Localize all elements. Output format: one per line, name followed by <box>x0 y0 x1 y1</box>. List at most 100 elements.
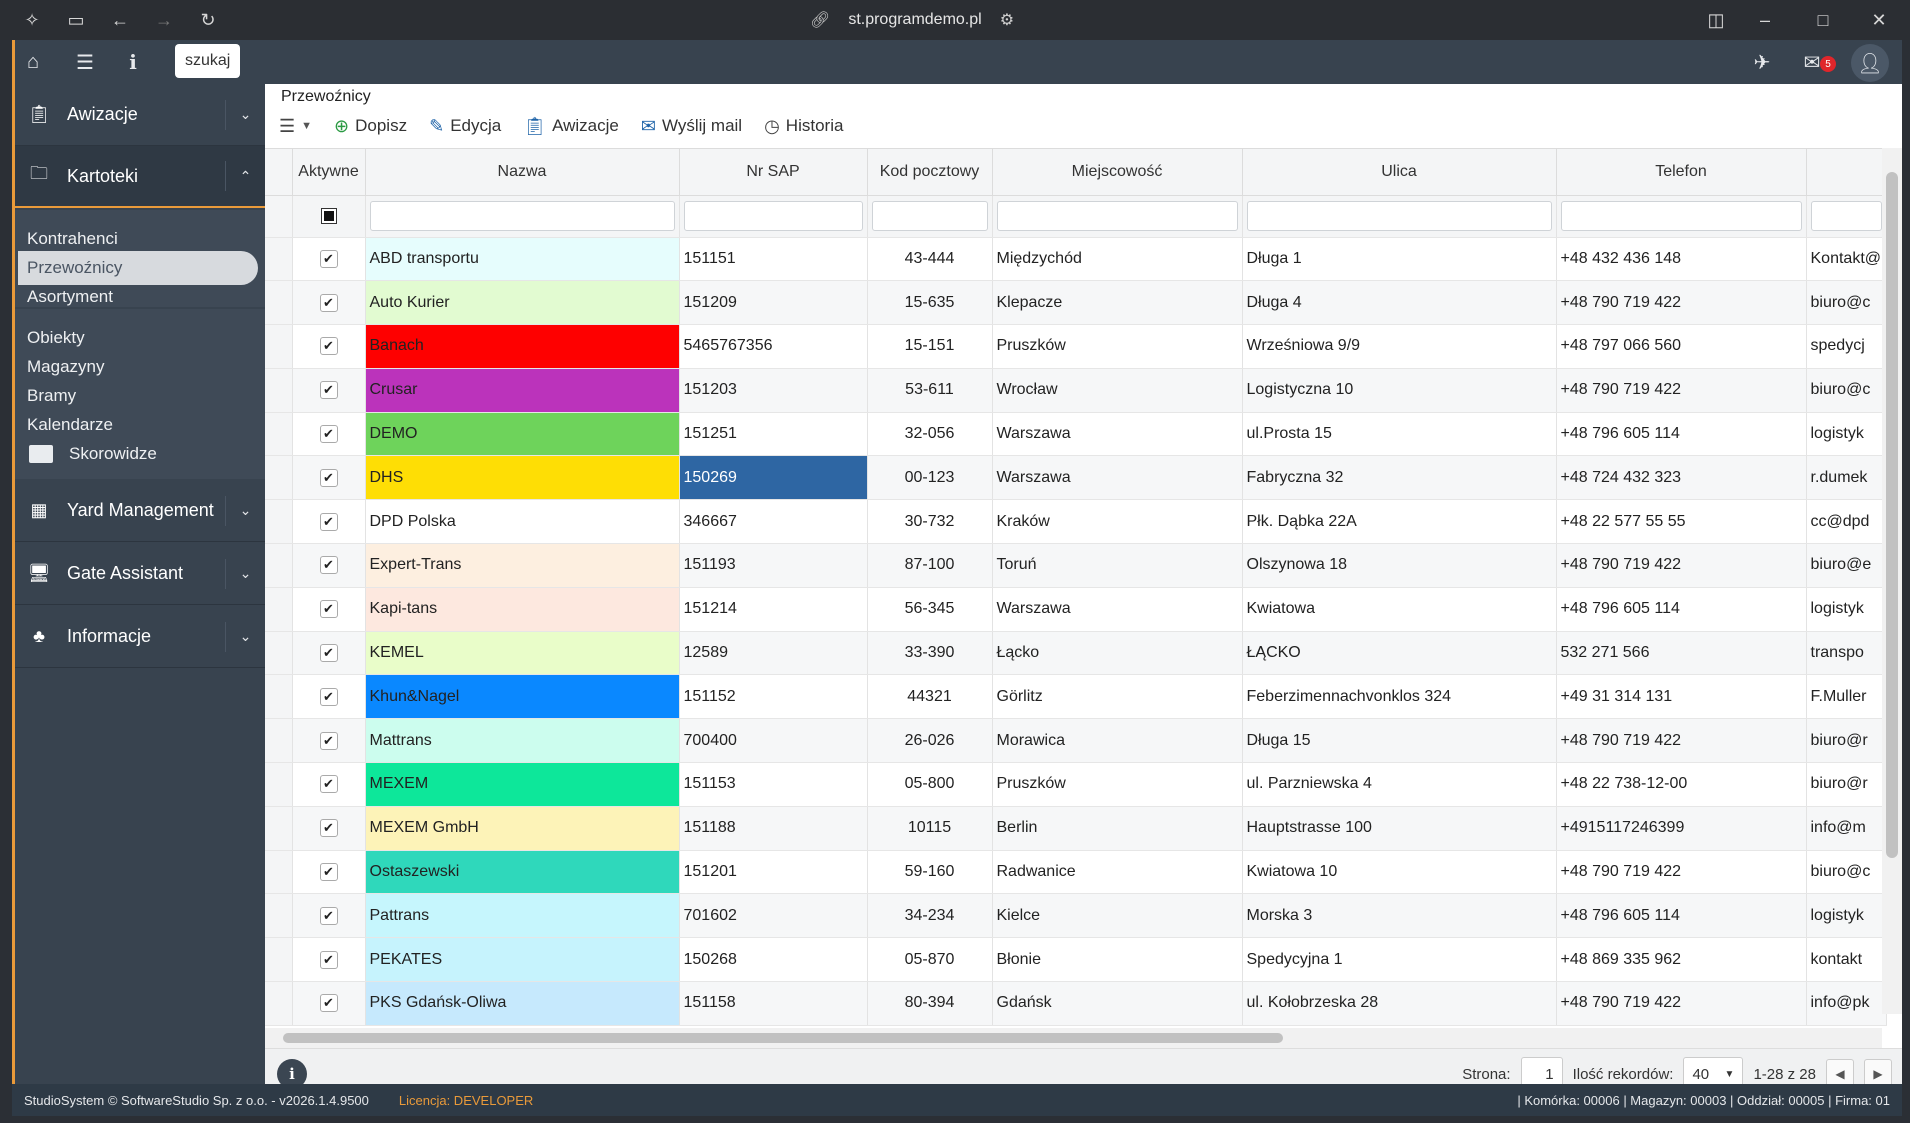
phone-cell[interactable]: +48 797 066 560 <box>1556 324 1807 369</box>
email-cell[interactable]: biuro@c <box>1806 368 1887 413</box>
user-avatar[interactable]: 👤︎ <box>1851 44 1889 82</box>
active-cell[interactable]: ✔ <box>292 631 366 676</box>
street-cell[interactable]: Olszynowa 18 <box>1242 543 1557 588</box>
name-cell[interactable]: MEXEM <box>365 762 680 807</box>
email-cell[interactable]: logistyk <box>1806 412 1887 457</box>
phone-cell[interactable]: +48 796 605 114 <box>1556 893 1807 939</box>
filter-zip-input[interactable] <box>871 201 988 231</box>
zip-cell[interactable]: 53-611 <box>867 368 993 413</box>
email-cell[interactable]: F.Muller <box>1806 674 1887 720</box>
row-marker[interactable] <box>265 412 293 457</box>
active-cell[interactable]: ✔ <box>292 368 366 413</box>
sap-cell[interactable]: 701602 <box>679 893 868 939</box>
sidebar-item-skorowidze[interactable]: Skorowidze <box>29 437 157 471</box>
sap-cell[interactable]: 151209 <box>679 280 868 326</box>
vertical-scroll-thumb[interactable] <box>1886 172 1898 858</box>
street-cell[interactable]: Kwiatowa 10 <box>1242 850 1557 895</box>
city-cell[interactable]: Błonie <box>992 937 1243 983</box>
email-cell[interactable]: Kontakt@ <box>1806 237 1887 282</box>
reload-icon[interactable]: ↻ <box>200 9 216 30</box>
horizontal-scroll-thumb[interactable] <box>283 1033 1283 1043</box>
filter-email-input[interactable] <box>1810 201 1882 231</box>
street-cell[interactable]: Kwiatowa <box>1242 587 1557 632</box>
active-cell[interactable]: ✔ <box>292 455 366 501</box>
city-cell[interactable]: Pruszków <box>992 762 1243 807</box>
phone-cell[interactable]: +48 869 335 962 <box>1556 937 1807 983</box>
table-row[interactable]: ✔ DPD Polska 346667 30-732 Kraków Płk. Dąbka … <box>265 499 1887 545</box>
sidebar-item-kalendarze[interactable]: Kalendarze <box>27 415 114 434</box>
row-marker[interactable] <box>265 280 293 326</box>
zip-cell[interactable]: 34-234 <box>867 893 993 939</box>
zip-cell[interactable]: 05-800 <box>867 762 993 807</box>
active-checkbox[interactable]: ✔ <box>319 381 338 400</box>
sap-cell[interactable]: 151203 <box>679 368 868 413</box>
table-row[interactable]: ✔ Expert-Trans 151193 87-100 Toruń Olszynowa … <box>265 543 1887 588</box>
name-cell[interactable]: Banach <box>365 324 680 369</box>
minimize-icon[interactable]: – <box>1759 9 1770 30</box>
view-menu-button[interactable]: ☰ ▼ <box>279 116 312 137</box>
active-cell[interactable]: ✔ <box>292 806 366 851</box>
table-row[interactable]: ✔ MEXEM GmbH 151188 10115 Berlin Hauptstrasse… <box>265 806 1887 851</box>
sidebar-item-magazyny[interactable]: Magazyny <box>27 357 105 376</box>
send-mail-button[interactable]: ✉ Wyślij mail <box>641 116 742 137</box>
street-cell[interactable]: Wrześniowa 9/9 <box>1242 324 1557 369</box>
active-cell[interactable]: ✔ <box>292 543 366 588</box>
notifications-button[interactable]: 📋︎ Awizacje <box>523 116 619 137</box>
name-cell[interactable]: Mattrans <box>365 718 680 764</box>
phone-cell[interactable]: +4915117246399 <box>1556 806 1807 851</box>
table-row[interactable]: ✔ Mattrans 700400 26-026 Morawica Długa 15 +48… <box>265 718 1887 764</box>
col-header-email[interactable] <box>1806 149 1887 196</box>
active-cell[interactable]: ✔ <box>292 587 366 632</box>
sidebar-group-gate-assistant[interactable]: 🖥︎ Gate Assistant ⌄ <box>15 543 265 605</box>
name-cell[interactable]: Crusar <box>365 368 680 413</box>
sap-cell[interactable]: 151151 <box>679 237 868 282</box>
active-checkbox[interactable]: ✔ <box>319 687 338 706</box>
name-cell[interactable]: DHS <box>365 455 680 501</box>
filter-checkbox[interactable] <box>320 208 337 224</box>
col-header-street[interactable]: Ulica <box>1242 149 1557 196</box>
active-cell[interactable]: ✔ <box>292 850 366 895</box>
zip-cell[interactable]: 44321 <box>867 674 993 720</box>
zip-cell[interactable]: 56-345 <box>867 587 993 632</box>
phone-cell[interactable]: +48 790 719 422 <box>1556 981 1807 1026</box>
row-marker[interactable] <box>265 543 293 588</box>
sidebar-toggle-icon[interactable]: ▭ <box>67 9 85 30</box>
menu-collapse-icon[interactable]: ☰ <box>76 51 94 74</box>
sidebar-group-kartoteki[interactable]: 🗀 Kartoteki ⌃ <box>15 146 265 208</box>
city-cell[interactable]: Gdańsk <box>992 981 1243 1026</box>
sap-cell[interactable]: 151251 <box>679 412 868 457</box>
filter-street-input[interactable] <box>1246 201 1552 231</box>
active-checkbox[interactable]: ✔ <box>319 994 338 1013</box>
chevron-down-icon[interactable]: ⌄ <box>225 621 265 652</box>
email-cell[interactable]: spedycj <box>1806 324 1887 369</box>
active-cell[interactable]: ✔ <box>292 718 366 764</box>
home-icon[interactable]: ⌂ <box>26 50 40 73</box>
row-marker[interactable] <box>265 806 293 851</box>
city-cell[interactable]: Radwanice <box>992 850 1243 895</box>
col-header-city[interactable]: Miejscowość <box>992 149 1243 196</box>
row-marker[interactable] <box>265 850 293 895</box>
email-cell[interactable]: info@m <box>1806 806 1887 851</box>
street-cell[interactable]: ul. Kołobrzeska 28 <box>1242 981 1557 1026</box>
col-header-name[interactable]: Nazwa <box>365 149 680 196</box>
zip-cell[interactable]: 80-394 <box>867 981 993 1026</box>
name-cell[interactable]: DEMO <box>365 412 680 457</box>
email-cell[interactable]: cc@dpd <box>1806 499 1887 545</box>
zip-cell[interactable]: 33-390 <box>867 631 993 676</box>
col-header-phone[interactable]: Telefon <box>1556 149 1807 196</box>
email-cell[interactable]: biuro@c <box>1806 280 1887 326</box>
active-cell[interactable]: ✔ <box>292 412 366 457</box>
city-cell[interactable]: Görlitz <box>992 674 1243 720</box>
chevron-up-icon[interactable]: ⌃ <box>225 161 265 191</box>
table-row[interactable]: ✔ Khun&Nagel 151152 44321 Görlitz Feberzimenn… <box>265 674 1887 720</box>
active-cell[interactable]: ✔ <box>292 762 366 807</box>
table-row[interactable]: ✔ DEMO 151251 32-056 Warszawa ul.Prosta 15 +48… <box>265 412 1887 457</box>
sap-cell[interactable]: 151153 <box>679 762 868 807</box>
street-cell[interactable]: Morska 3 <box>1242 893 1557 939</box>
name-cell[interactable]: Kapi-tans <box>365 587 680 632</box>
filter-phone-input[interactable] <box>1560 201 1802 231</box>
city-cell[interactable]: Klepacze <box>992 280 1243 326</box>
city-cell[interactable]: Toruń <box>992 543 1243 588</box>
row-marker[interactable] <box>265 237 293 282</box>
email-cell[interactable]: biuro@e <box>1806 543 1887 588</box>
